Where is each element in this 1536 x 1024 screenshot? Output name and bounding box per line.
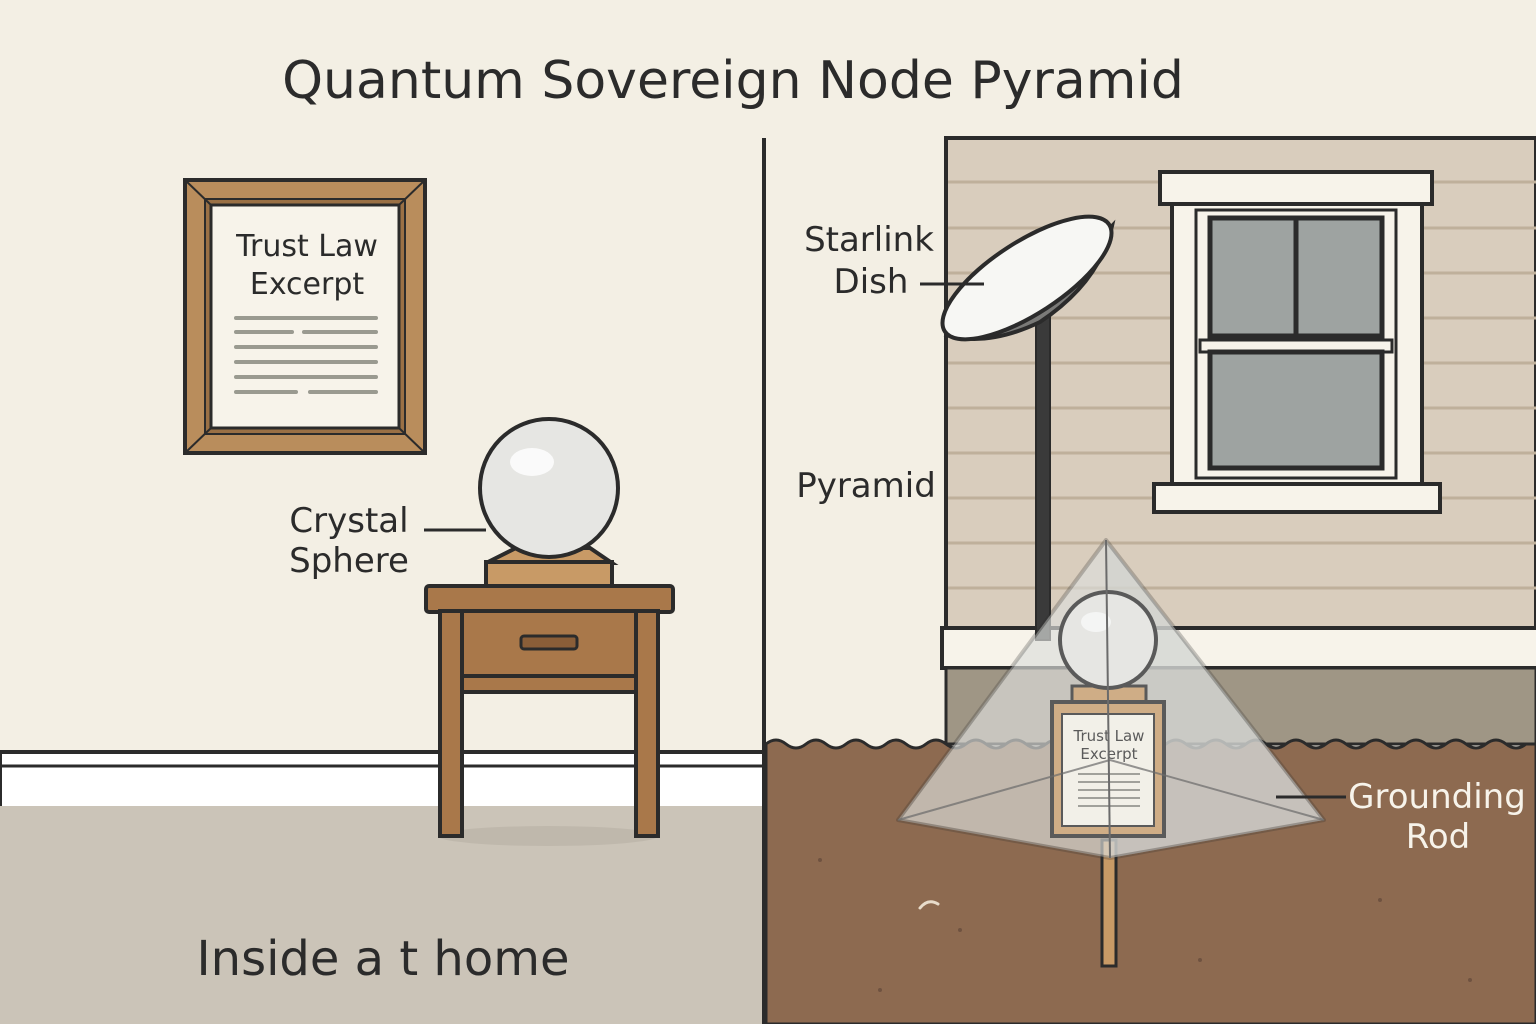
framed-document: Trust Law Excerpt xyxy=(183,178,427,455)
side-table xyxy=(424,584,675,846)
rod-callout-line1: Grounding xyxy=(1348,777,1526,817)
sphere-callout-line1: Crystal xyxy=(289,501,408,541)
drawer-handle xyxy=(519,634,579,651)
glass-pyramid: Trust Law Excerpt xyxy=(896,538,1326,860)
soil-specks xyxy=(818,858,1472,992)
frame-title-line1: Trust Law xyxy=(235,229,378,264)
document-text-lines xyxy=(234,316,378,394)
crystal-sphere xyxy=(478,417,620,588)
interior-floor xyxy=(0,806,764,1024)
starlink-dish xyxy=(940,214,1116,342)
dish-callout-line2: Dish xyxy=(834,262,909,302)
house-window xyxy=(1152,170,1442,514)
dish-callout-line1: Starlink xyxy=(804,220,934,260)
sphere-callout-line2: Sphere xyxy=(289,541,409,581)
pyramid-callout: Pyramid xyxy=(796,466,936,506)
frame-title-line2: Excerpt xyxy=(250,267,365,302)
dish-pole xyxy=(1035,299,1051,641)
rod-callout-line2: Rod xyxy=(1406,817,1470,857)
interior-panel: Trust Law Excerpt xyxy=(0,0,766,1024)
exterior-panel: Trust Law Excerpt Starlink Dish Pyramid xyxy=(764,0,1536,1024)
interior-caption: Inside a t home xyxy=(196,931,569,987)
diagram-title: Quantum Sovereign Node Pyramid xyxy=(282,51,1184,111)
